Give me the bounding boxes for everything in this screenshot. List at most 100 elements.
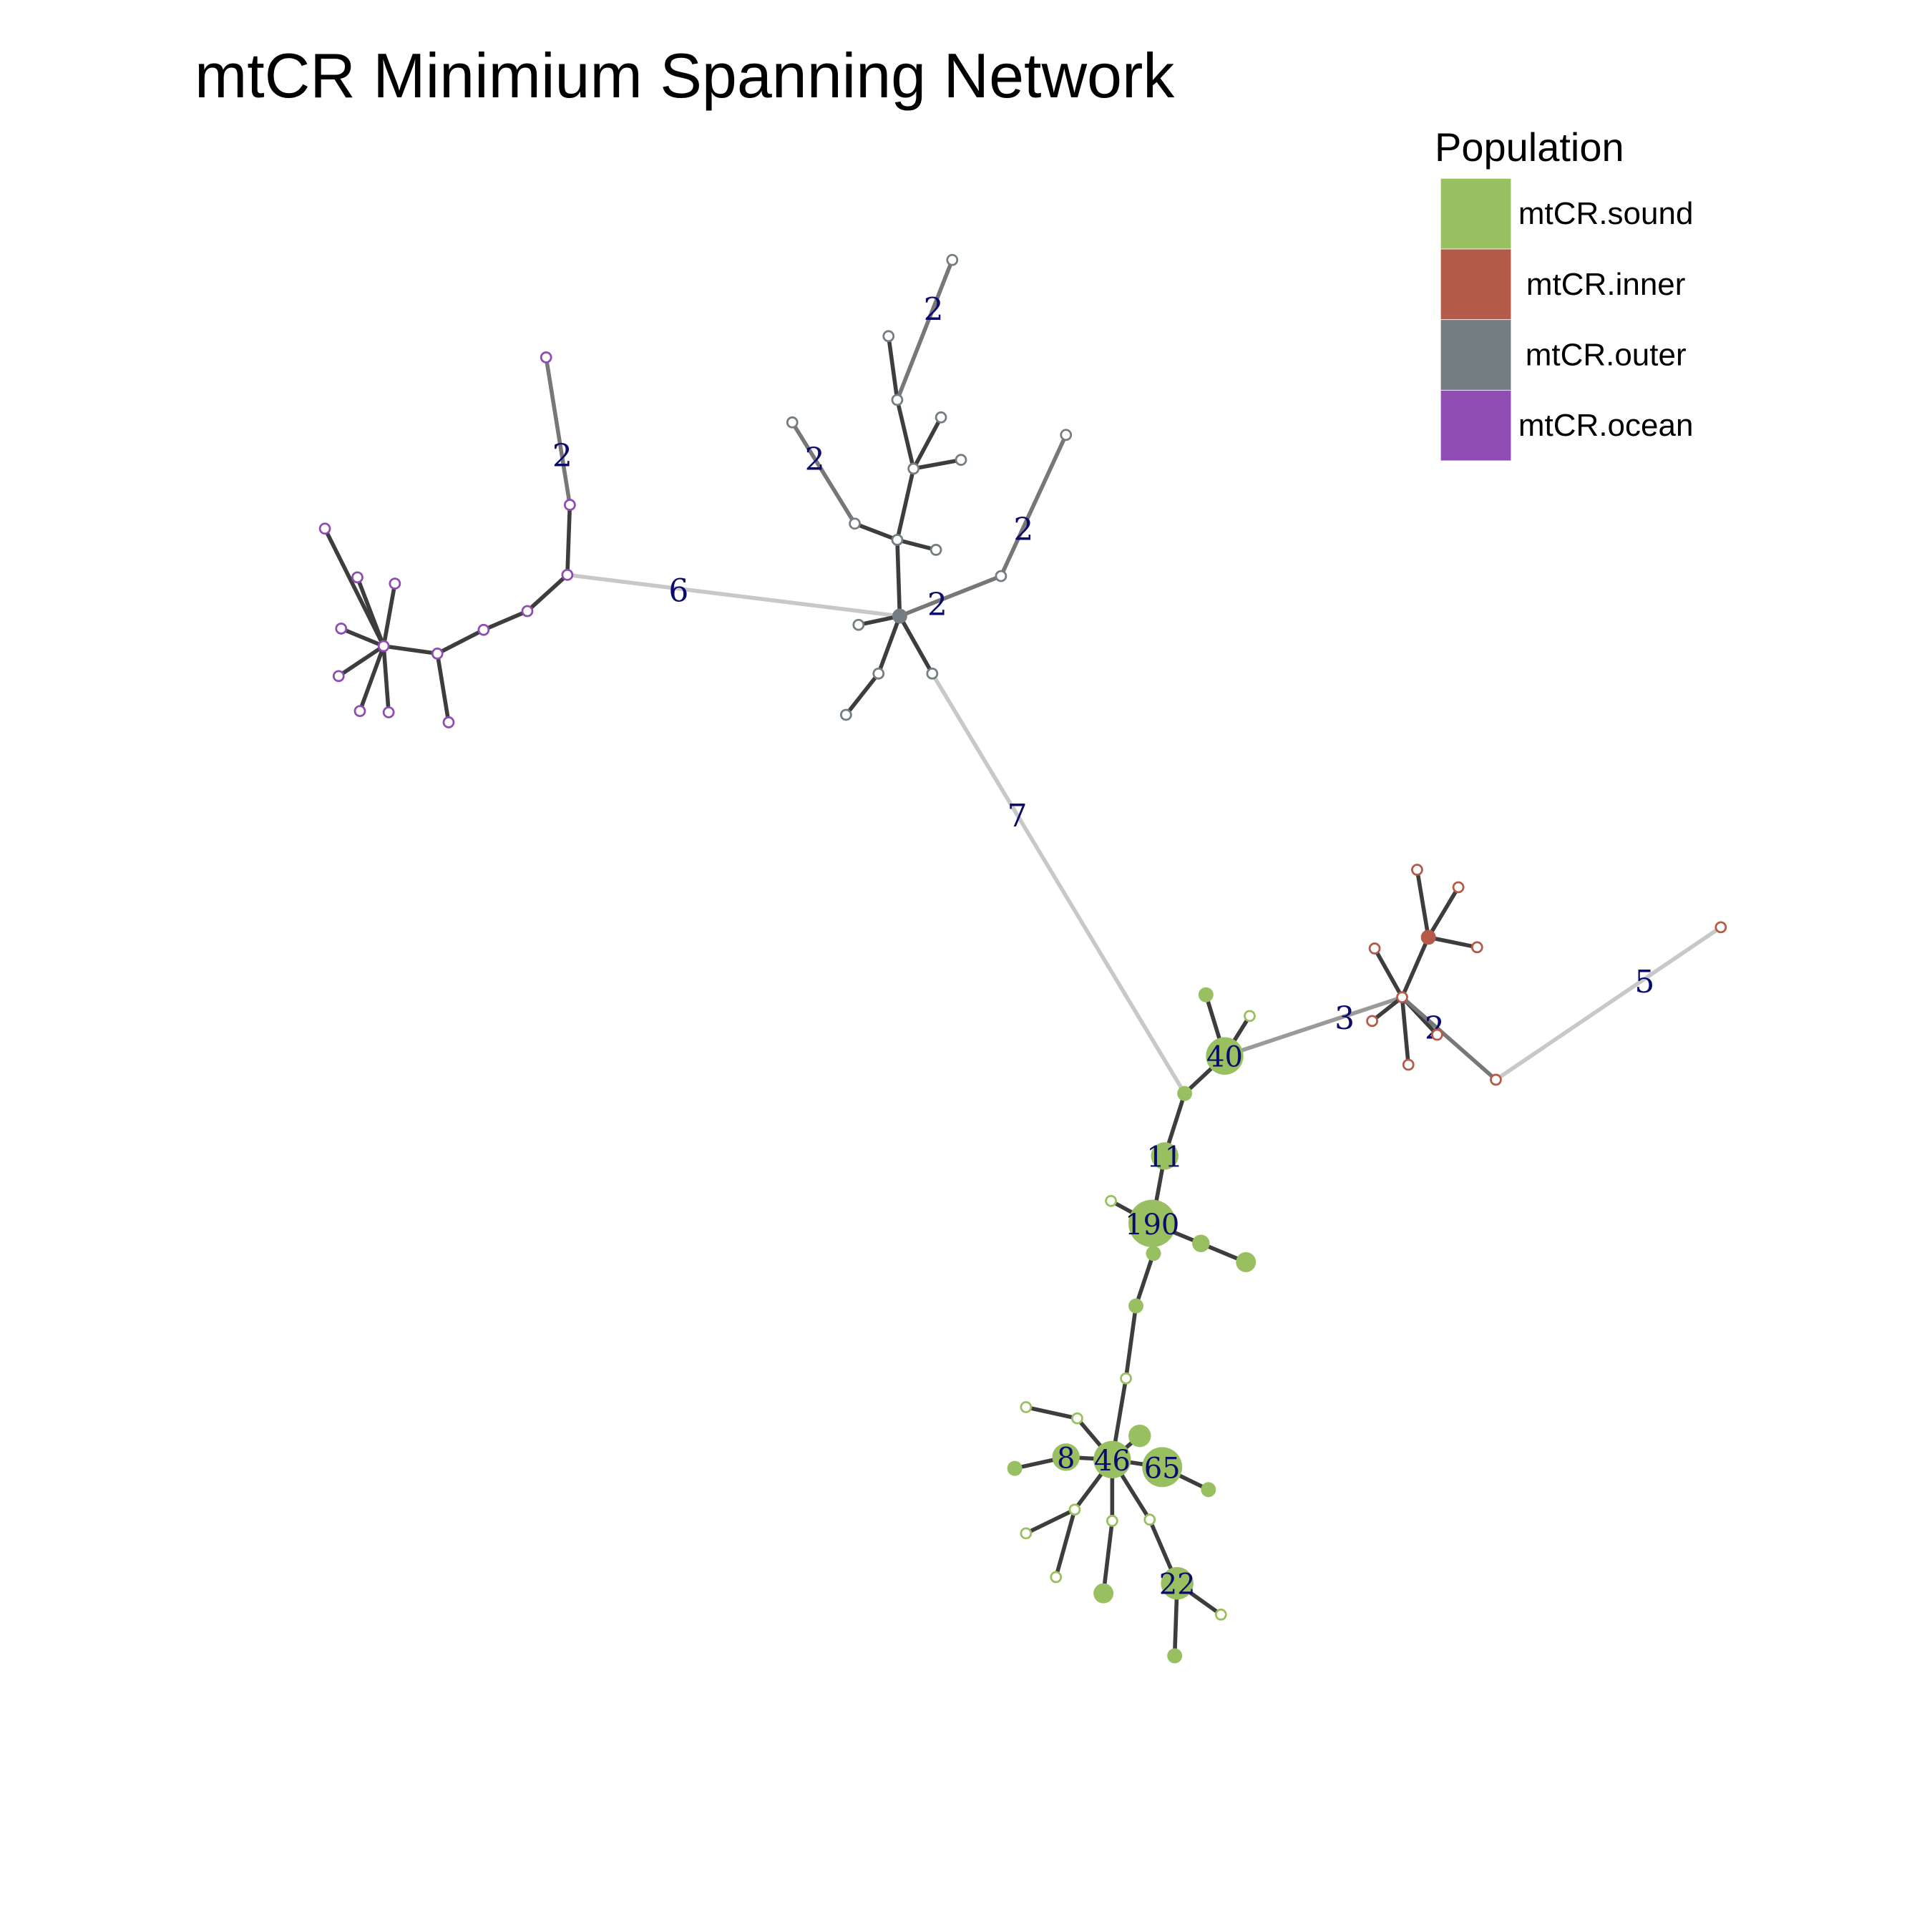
haplotype-node-sound bbox=[1007, 1460, 1023, 1476]
network-edge bbox=[1400, 935, 1430, 1000]
haplotype-node-ocean bbox=[389, 577, 401, 590]
network-edge bbox=[895, 537, 938, 552]
network-edge bbox=[381, 644, 391, 715]
haplotype-node-sound bbox=[1198, 987, 1214, 1002]
haplotype-node-inner bbox=[1490, 1073, 1502, 1086]
haplotype-node-inner bbox=[1396, 991, 1408, 1004]
edge-labels: 2 6 2 2 2 2 7 3 2 5 bbox=[552, 292, 1654, 1047]
legend-label: mtCR.outer bbox=[1526, 337, 1687, 372]
network-edge bbox=[1133, 1251, 1156, 1308]
network-edge bbox=[355, 575, 386, 648]
network-edge bbox=[897, 574, 1003, 618]
network-edge bbox=[911, 415, 943, 471]
network-edge bbox=[1400, 995, 1411, 1067]
haplotype-node-ocean bbox=[382, 706, 395, 718]
haplotype-node-inner bbox=[1366, 1015, 1378, 1028]
haplotype-node-sound bbox=[1146, 1246, 1161, 1262]
haplotype-node-ocean bbox=[332, 670, 345, 683]
haplotype-node-inner bbox=[1420, 930, 1436, 945]
haplotype-node-sound bbox=[1093, 1440, 1131, 1479]
haplotype-node-sound bbox=[1020, 1527, 1033, 1540]
haplotype-node-outer bbox=[946, 253, 959, 266]
network-edge bbox=[435, 628, 486, 656]
network-edge bbox=[1426, 885, 1460, 940]
haplotype-node-sound bbox=[1128, 1424, 1151, 1448]
network-edge bbox=[999, 432, 1068, 578]
haplotype-node-sound bbox=[1068, 1503, 1081, 1516]
edge-distance-label: 2 bbox=[1425, 1010, 1445, 1047]
haplotype-node-outer bbox=[786, 416, 799, 429]
network-edge bbox=[930, 671, 1187, 1096]
haplotype-node-sound bbox=[1214, 1609, 1227, 1621]
network-edge bbox=[911, 457, 963, 471]
haplotype-node-inner bbox=[1368, 942, 1381, 955]
network-edge bbox=[323, 526, 386, 648]
haplotype-node-sound bbox=[1093, 1583, 1114, 1604]
network-edge bbox=[895, 467, 916, 542]
network-edge bbox=[895, 258, 955, 402]
haplotype-node-inner bbox=[1402, 1058, 1415, 1071]
haplotype-node-sound bbox=[1161, 1567, 1194, 1600]
haplotype-node-outer bbox=[995, 570, 1008, 582]
haplotype-node-sound bbox=[1177, 1085, 1193, 1101]
haplotype-node-ocean bbox=[540, 351, 552, 364]
haplotype-node-outer bbox=[882, 330, 895, 343]
haplotype-node-sound bbox=[1105, 1194, 1117, 1207]
haplotype-node-outer bbox=[891, 534, 904, 546]
network-edge bbox=[852, 521, 899, 542]
edge-distance-label: 2 bbox=[927, 587, 947, 623]
haplotype-node-sound bbox=[1151, 1142, 1179, 1170]
network-edge bbox=[1370, 995, 1405, 1023]
haplotype-node-outer bbox=[839, 708, 852, 721]
node-count-label: 65 bbox=[1144, 1452, 1181, 1485]
edge-distance-label: 2 bbox=[805, 441, 825, 478]
network-edge bbox=[1123, 1304, 1138, 1381]
network-edge bbox=[435, 651, 451, 725]
network-edge bbox=[338, 626, 386, 648]
haplotype-node-sound bbox=[1236, 1252, 1257, 1272]
network-edge bbox=[381, 581, 397, 648]
legend-label: mtCR.inner bbox=[1526, 267, 1686, 302]
edge-distance-label: 2 bbox=[1013, 512, 1033, 548]
edge-distance-label: 3 bbox=[1335, 1000, 1355, 1037]
haplotype-node-outer bbox=[892, 608, 907, 624]
network-edge bbox=[886, 333, 899, 402]
haplotype-node-outer bbox=[907, 462, 920, 475]
haplotype-node-ocean bbox=[335, 623, 348, 635]
legend: Population mtCR.sound mtCR.inner mtCR.oute… bbox=[1435, 125, 1693, 461]
haplotype-node-outer bbox=[852, 618, 865, 631]
haplotype-node-sound bbox=[1052, 1443, 1080, 1471]
haplotype-node-inner bbox=[1714, 921, 1727, 934]
haplotype-node-inner bbox=[1470, 941, 1483, 954]
network-edge bbox=[1024, 1507, 1077, 1536]
legend-label: mtCR.ocean bbox=[1518, 408, 1694, 443]
haplotype-node-ocean bbox=[351, 571, 364, 584]
network-edge bbox=[1024, 1405, 1080, 1421]
haplotype-node-ocean bbox=[431, 648, 444, 660]
haplotype-node-outer bbox=[891, 394, 904, 406]
network-nodes bbox=[318, 253, 1727, 1664]
legend-swatch bbox=[1440, 178, 1511, 249]
haplotype-node-outer bbox=[955, 454, 967, 467]
network-edge bbox=[876, 614, 902, 676]
network-edge bbox=[358, 644, 386, 713]
haplotype-node-inner bbox=[1411, 864, 1423, 876]
edge-distance-label: 2 bbox=[552, 438, 572, 474]
network-edge bbox=[565, 502, 572, 577]
haplotype-node-ocean bbox=[561, 568, 574, 581]
haplotype-node-sound bbox=[1020, 1401, 1033, 1413]
haplotype-node-outer bbox=[1060, 429, 1073, 441]
haplotype-node-sound bbox=[1143, 1513, 1156, 1526]
node-count-label: 46 bbox=[1094, 1445, 1131, 1478]
haplotype-node-sound bbox=[1167, 1648, 1183, 1664]
network-edge bbox=[895, 537, 902, 618]
network-edge bbox=[844, 671, 881, 717]
haplotype-node-ocean bbox=[377, 640, 390, 653]
haplotype-node-inner bbox=[1431, 1028, 1443, 1041]
haplotype-node-sound bbox=[1244, 1010, 1256, 1023]
network-edge bbox=[1101, 1518, 1115, 1596]
haplotype-node-sound bbox=[1071, 1412, 1083, 1425]
network-edge bbox=[897, 614, 935, 676]
haplotype-node-outer bbox=[930, 544, 942, 556]
